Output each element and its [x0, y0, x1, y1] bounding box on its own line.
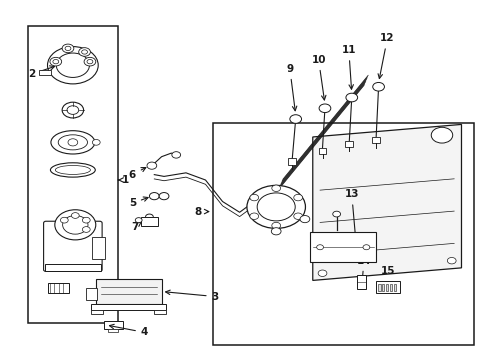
- Circle shape: [55, 210, 96, 240]
- FancyBboxPatch shape: [43, 221, 102, 271]
- Circle shape: [271, 185, 280, 192]
- Circle shape: [257, 193, 295, 221]
- Circle shape: [62, 216, 88, 234]
- Circle shape: [271, 228, 281, 235]
- Bar: [318, 148, 326, 154]
- Circle shape: [81, 50, 87, 54]
- Bar: [86, 288, 97, 300]
- Text: 3: 3: [165, 290, 219, 302]
- Bar: [356, 275, 366, 289]
- Circle shape: [159, 193, 168, 200]
- Bar: [288, 158, 296, 165]
- Circle shape: [92, 139, 100, 145]
- Text: 13: 13: [344, 189, 358, 243]
- Bar: [310, 232, 375, 262]
- Polygon shape: [312, 125, 461, 280]
- Circle shape: [171, 152, 180, 158]
- Bar: [371, 137, 379, 143]
- Circle shape: [56, 53, 89, 77]
- Circle shape: [430, 127, 452, 143]
- Circle shape: [293, 194, 302, 201]
- Circle shape: [147, 162, 157, 169]
- Bar: [104, 321, 122, 329]
- Bar: [27, 26, 118, 323]
- Circle shape: [87, 59, 93, 64]
- Circle shape: [50, 57, 61, 66]
- Circle shape: [79, 48, 90, 56]
- Ellipse shape: [58, 135, 87, 150]
- Circle shape: [319, 104, 330, 113]
- Circle shape: [372, 82, 384, 91]
- Text: 10: 10: [311, 55, 325, 100]
- Circle shape: [271, 222, 280, 229]
- Bar: [96, 279, 161, 304]
- Circle shape: [300, 216, 309, 223]
- Circle shape: [249, 213, 258, 220]
- Circle shape: [246, 185, 305, 228]
- Circle shape: [318, 270, 326, 276]
- Circle shape: [47, 46, 98, 84]
- Text: 1: 1: [118, 175, 128, 185]
- Circle shape: [53, 59, 59, 64]
- Text: 15: 15: [380, 266, 395, 289]
- Circle shape: [362, 245, 369, 250]
- Bar: [345, 140, 352, 147]
- Circle shape: [62, 102, 83, 118]
- Bar: [39, 69, 51, 75]
- Circle shape: [68, 139, 78, 146]
- Circle shape: [447, 257, 455, 264]
- Text: 2: 2: [28, 66, 54, 79]
- Bar: [377, 284, 380, 291]
- Bar: [385, 284, 387, 291]
- Circle shape: [84, 57, 96, 66]
- Circle shape: [249, 194, 258, 201]
- Circle shape: [289, 115, 301, 123]
- Circle shape: [61, 217, 68, 223]
- Circle shape: [67, 106, 79, 114]
- Circle shape: [62, 44, 74, 53]
- Bar: [91, 310, 103, 314]
- Circle shape: [332, 211, 340, 217]
- Bar: [381, 284, 384, 291]
- Bar: [141, 217, 158, 226]
- Circle shape: [149, 193, 159, 200]
- Text: 14: 14: [356, 256, 370, 285]
- Bar: [108, 329, 118, 332]
- Bar: [212, 123, 473, 345]
- Bar: [393, 284, 395, 291]
- Text: 12: 12: [377, 33, 394, 78]
- Text: 8: 8: [194, 207, 208, 217]
- Circle shape: [135, 218, 142, 223]
- Bar: [91, 304, 166, 310]
- Bar: [47, 283, 69, 293]
- Text: 4: 4: [109, 324, 148, 337]
- Circle shape: [71, 213, 79, 219]
- Circle shape: [82, 217, 90, 223]
- Circle shape: [316, 245, 323, 250]
- Circle shape: [345, 93, 357, 102]
- Text: 6: 6: [128, 167, 145, 180]
- Ellipse shape: [51, 131, 95, 154]
- Circle shape: [65, 46, 71, 50]
- Bar: [92, 237, 104, 259]
- Text: 11: 11: [341, 45, 355, 89]
- Bar: [44, 264, 101, 271]
- Ellipse shape: [50, 163, 95, 177]
- Text: 9: 9: [285, 64, 296, 111]
- Bar: [375, 282, 399, 293]
- Circle shape: [82, 226, 90, 232]
- Bar: [154, 310, 166, 314]
- Text: 5: 5: [128, 197, 148, 208]
- Circle shape: [293, 213, 302, 220]
- Text: 7: 7: [131, 222, 141, 231]
- Ellipse shape: [55, 166, 90, 175]
- Bar: [389, 284, 391, 291]
